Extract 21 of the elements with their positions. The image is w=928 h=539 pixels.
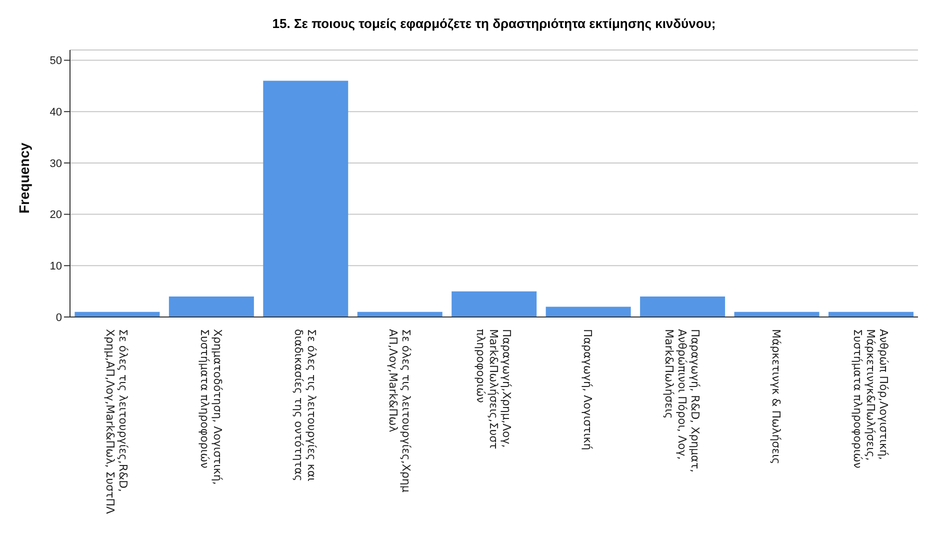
x-tick-label: Σε όλες τις λειτουργίες και διαδικασίες της οντότητας bbox=[292, 329, 318, 482]
x-tick-label: Χρηματοδότηση, Λογιστική, Συστήματα πληροφοριών bbox=[198, 329, 224, 485]
y-axis-title: Frequency bbox=[16, 142, 32, 214]
x-tick-label: Ανθρώπ Πόρ,Λογιστική, Μάρκετινγκ&Πωλήσεις, Συστήματα πληροφοριών bbox=[850, 329, 890, 468]
y-tick-label: 10 bbox=[50, 260, 62, 273]
chart-title: 15. Σε ποιους τομείς εφαρμόζετε τη δραστηριότητα εκτίμησης κινδύνου; bbox=[271, 16, 717, 31]
x-tick-label: Παραγωγή,Χρημ,Λογ, Mark&Πωλήσεις,Συστ πληροφοριών bbox=[474, 329, 513, 450]
y-tick-label: 40 bbox=[50, 106, 62, 119]
bar bbox=[168, 296, 254, 317]
bar bbox=[452, 291, 537, 317]
y-tick-label: 30 bbox=[50, 158, 62, 170]
bar bbox=[640, 296, 726, 317]
y-tick-label: 50 bbox=[50, 55, 62, 68]
x-tick-label: Παραγωγή, Λογιστική bbox=[581, 329, 594, 450]
x-tick-label: Παραγωγή, R&D, Χρηματ, Ανθρώπινοι Πόροι, Λογ, Mark&Πωλήσεις bbox=[662, 329, 702, 472]
bar bbox=[546, 306, 631, 317]
y-tick-label: 20 bbox=[50, 209, 62, 222]
x-tick-label: Σε όλες τις λειτουργίες,R&D, Χρημ,ΑΠ,Λογ,Mark&Πωλ, ΣυστΠΛ bbox=[104, 329, 130, 514]
x-tick-label: Μάρκετινγκ & Πωλήσεις bbox=[770, 329, 783, 464]
y-tick-label: 0 bbox=[56, 312, 62, 324]
bar bbox=[263, 80, 348, 317]
